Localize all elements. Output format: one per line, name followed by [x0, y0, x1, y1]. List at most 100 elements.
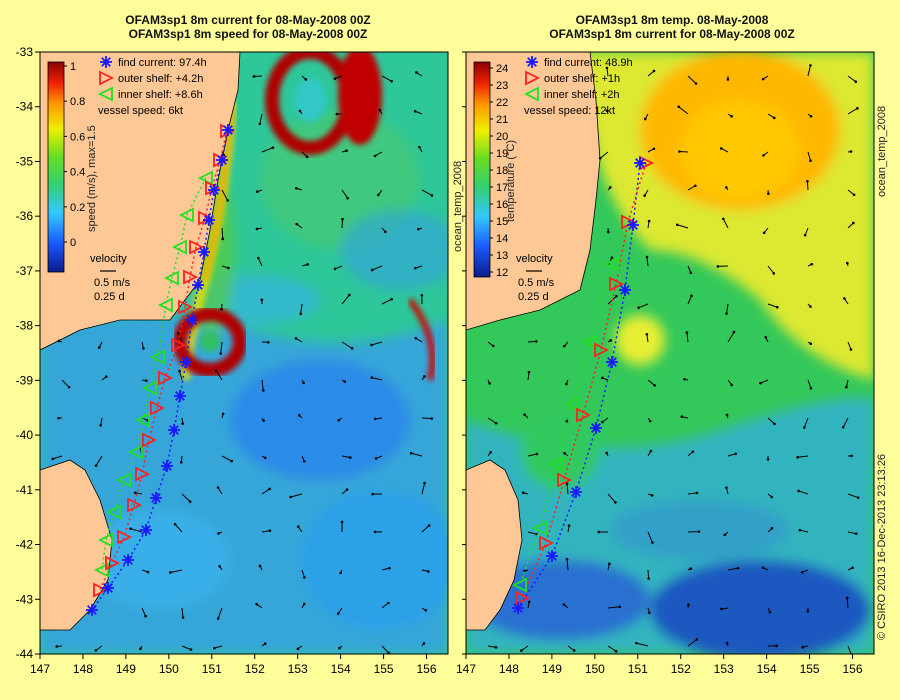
velocity-arrow — [527, 372, 530, 381]
velocity-arrow — [181, 607, 184, 618]
velocity-arrow — [181, 645, 192, 651]
velocity-arrow — [646, 256, 649, 267]
inner-shelf-marker — [563, 396, 579, 412]
velocity-arrow — [606, 67, 609, 77]
inner-shelf-marker — [157, 297, 173, 313]
inner-shelf-marker — [163, 270, 179, 286]
velocity-arrow — [52, 455, 63, 460]
outer-shelf-marker — [189, 239, 205, 255]
right-colorbar-tick: 18 — [496, 165, 508, 177]
find-current-marker — [162, 461, 172, 471]
left-y-tick-label: -41 — [16, 483, 34, 497]
right-x-tick-label: 155 — [800, 662, 820, 676]
right-colorbar-tick: 15 — [496, 216, 508, 228]
right-title-line1: OFAM3sp1 8m temp. 08-May-2008 — [575, 13, 769, 27]
outer-shelf-marker — [178, 299, 194, 315]
velocity-arrow — [846, 597, 849, 609]
velocity-arrow — [638, 303, 649, 309]
right-x-tick-label: 152 — [671, 662, 691, 676]
velocity-arrow — [686, 332, 689, 343]
velocity-arrow — [300, 303, 303, 314]
velocity-arrow — [687, 185, 696, 191]
velocity-arrow — [261, 147, 274, 153]
find-current-marker — [513, 603, 523, 613]
velocity-arrow — [181, 493, 191, 502]
velocity-arrow — [799, 529, 809, 533]
find-current-marker — [181, 357, 191, 367]
find-current-marker — [547, 551, 557, 561]
left-velocity-line1: 0.5 m/s — [94, 277, 131, 289]
outer-shelf-marker — [99, 70, 115, 86]
velocity-arrow — [520, 645, 529, 652]
find-current-marker — [169, 425, 179, 435]
right-title: OFAM3sp1 8m temp. 08-May-2008 OFAM3sp1 8… — [462, 13, 882, 41]
velocity-arrow — [767, 303, 778, 308]
velocity-arrow — [842, 417, 849, 428]
velocity-arrow — [290, 493, 303, 498]
velocity-arrow — [566, 559, 569, 571]
track-line — [519, 263, 613, 586]
velocity-arrow — [527, 531, 537, 535]
velocity-arrow — [341, 455, 351, 459]
velocity-arrow — [421, 189, 433, 196]
right-x-tick-label: 147 — [456, 662, 476, 676]
track-line — [91, 129, 229, 611]
inner-shelf-marker — [531, 520, 547, 536]
velocity-arrow — [678, 106, 689, 115]
outer-shelf-marker — [183, 269, 199, 285]
velocity-arrow — [215, 370, 223, 381]
inner-shelf-marker — [141, 380, 157, 396]
find-current-marker — [607, 357, 617, 367]
velocity-arrow — [807, 379, 812, 389]
outer-shelf-marker — [557, 472, 573, 488]
velocity-arrow — [726, 303, 729, 314]
right-map — [466, 52, 874, 654]
left-y-tick-label: -33 — [16, 45, 34, 59]
find-current-marker — [199, 247, 209, 257]
outer-shelf-marker — [198, 210, 214, 226]
left-y-tick-label: -43 — [16, 592, 34, 606]
right-legend-label: inner shelf: +2h — [544, 89, 620, 101]
velocity-arrow — [221, 227, 224, 239]
right-colorbar-tick: 20 — [496, 131, 508, 143]
outer-shelf-marker — [576, 407, 592, 423]
left-x-tick-label: 147 — [30, 662, 50, 676]
find-current-marker — [223, 125, 233, 135]
right-title-line2: OFAM3sp1 8m current for 08-May-2008 00Z — [549, 27, 795, 41]
right-side-label: ocean_temp_2008 — [876, 105, 888, 197]
velocity-arrow — [847, 645, 852, 654]
velocity-arrow — [221, 189, 229, 201]
right-velocity-key: velocity 0.5 m/s 0.25 d — [516, 253, 555, 303]
inner-shelf-marker — [511, 577, 527, 593]
velocity-arrow — [566, 483, 569, 495]
find-current-marker — [87, 605, 97, 615]
velocity-arrow — [760, 379, 769, 384]
velocity-arrow — [261, 488, 270, 495]
velocity-arrow — [727, 331, 735, 343]
left-colorbar-tick: 0.8 — [70, 96, 85, 108]
track-line — [517, 162, 641, 609]
inner-shelf-marker — [105, 504, 121, 520]
inner-shelf-marker — [171, 239, 187, 255]
left-legend-label: inner shelf: +8.6h — [118, 89, 203, 101]
find-current-marker — [527, 57, 537, 67]
velocity-arrow — [257, 257, 263, 267]
velocity-arrow — [372, 265, 383, 271]
velocity-arrow — [647, 379, 655, 386]
left-colorbar-label: speed (m/s), max=1.5 — [86, 125, 98, 232]
right-x-tick-label: 156 — [843, 662, 863, 676]
right-colorbar-tick: 12 — [496, 267, 508, 279]
velocity-arrow — [527, 340, 537, 343]
right-colorbar-label: temperature (°C) — [505, 139, 517, 222]
velocity-arrow — [847, 75, 857, 83]
left-y-tick-label: -42 — [16, 538, 34, 552]
inner-shelf-marker — [547, 456, 563, 472]
left-y-tick-label: -40 — [16, 428, 34, 442]
velocity-arrow — [647, 531, 653, 543]
velocity-arrow — [411, 452, 423, 457]
velocity-arrow — [847, 107, 858, 115]
velocity-arrow — [381, 75, 392, 82]
velocity-arrow — [487, 645, 497, 648]
right-velocity-title: velocity — [516, 253, 553, 265]
find-current-marker — [123, 555, 133, 565]
